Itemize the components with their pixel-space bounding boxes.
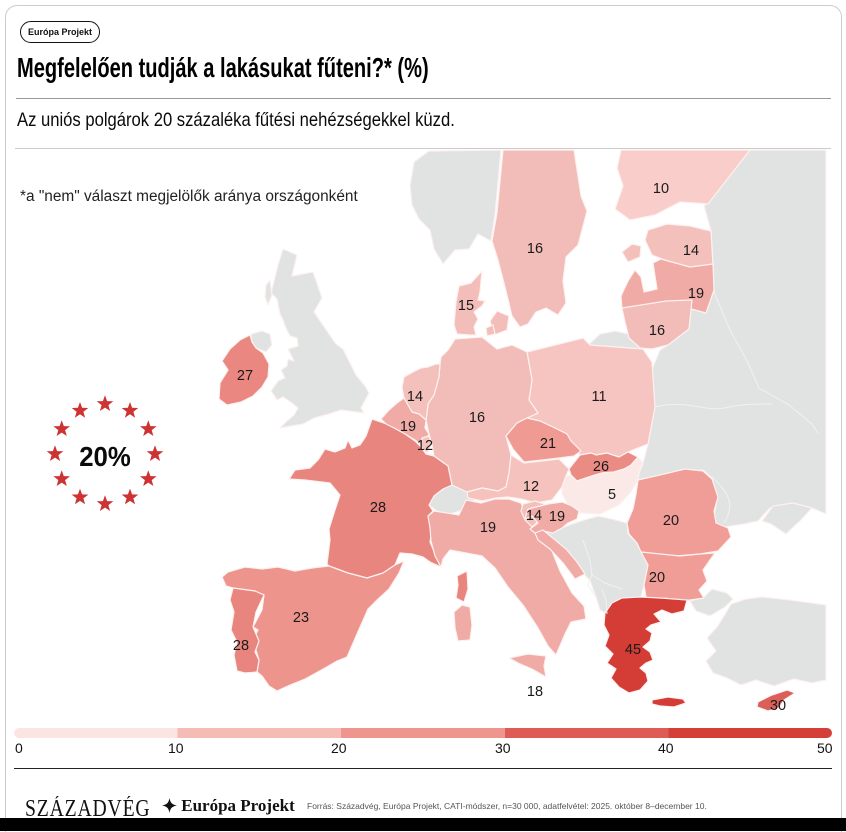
svg-text:15: 15 bbox=[458, 298, 474, 314]
svg-text:21: 21 bbox=[540, 436, 556, 452]
svg-text:18: 18 bbox=[527, 684, 543, 700]
svg-text:19: 19 bbox=[688, 286, 704, 302]
svg-text:16: 16 bbox=[649, 323, 665, 339]
svg-text:28: 28 bbox=[233, 638, 249, 654]
svg-text:23: 23 bbox=[293, 610, 309, 626]
svg-text:16: 16 bbox=[527, 241, 543, 257]
svg-text:30: 30 bbox=[770, 698, 786, 714]
svg-text:12: 12 bbox=[523, 479, 539, 495]
svg-text:11: 11 bbox=[591, 389, 606, 405]
svg-text:20: 20 bbox=[663, 513, 679, 529]
svg-text:12: 12 bbox=[417, 438, 433, 454]
svg-text:26: 26 bbox=[593, 459, 609, 475]
svg-text:14: 14 bbox=[683, 243, 699, 259]
svg-text:14: 14 bbox=[526, 508, 542, 524]
svg-text:45: 45 bbox=[625, 642, 641, 658]
svg-text:14: 14 bbox=[407, 389, 423, 405]
svg-text:19: 19 bbox=[400, 419, 416, 435]
svg-text:27: 27 bbox=[237, 368, 253, 384]
svg-text:16: 16 bbox=[469, 410, 485, 426]
svg-text:10: 10 bbox=[653, 181, 669, 197]
svg-text:28: 28 bbox=[370, 500, 386, 516]
svg-text:5: 5 bbox=[608, 487, 616, 503]
svg-text:19: 19 bbox=[480, 520, 496, 536]
svg-text:19: 19 bbox=[549, 509, 565, 525]
svg-text:20: 20 bbox=[649, 570, 665, 586]
